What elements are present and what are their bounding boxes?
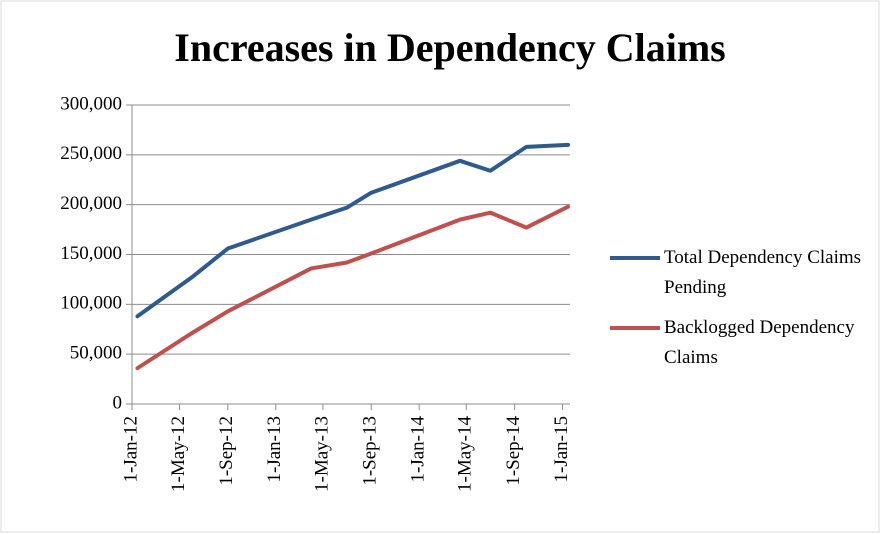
y-tick-label: 150,000 <box>60 243 122 264</box>
x-tick-label: 1-May-12 <box>168 416 189 492</box>
series-line <box>135 204 571 371</box>
x-tick-label: 1-Jan-14 <box>408 416 429 483</box>
chart-title: Increases in Dependency Claims <box>174 25 725 70</box>
series-line <box>135 142 571 319</box>
x-tick-label: 1-Sep-14 <box>503 416 524 486</box>
legend-label: Backlogged Dependency Claims <box>664 317 855 368</box>
x-tick-label: 1-Sep-12 <box>216 416 237 486</box>
x-tick-label: 1-Jan-15 <box>551 416 572 482</box>
y-tick-label: 0 <box>113 392 123 413</box>
x-tick-label: 1-Jan-12 <box>120 416 141 482</box>
x-tick-label: 1-May-14 <box>455 416 476 492</box>
x-tick-label: 1-Jan-13 <box>264 416 285 482</box>
legend-label: Total Dependency Claims Pending <box>664 247 862 298</box>
x-tick-label: 1-May-13 <box>311 416 332 492</box>
y-tick-label: 300,000 <box>60 93 122 114</box>
y-tick-label: 200,000 <box>60 193 122 214</box>
x-tick-label: 1-Sep-13 <box>360 416 381 486</box>
y-tick-label: 50,000 <box>70 343 122 364</box>
y-tick-label: 100,000 <box>60 293 122 314</box>
y-tick-label: 250,000 <box>60 143 122 164</box>
